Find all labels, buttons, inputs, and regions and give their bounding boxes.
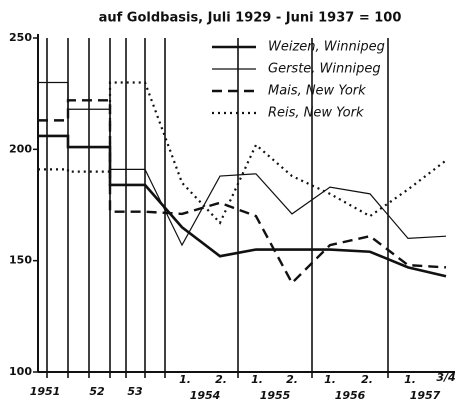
x-label: 1951 <box>30 385 61 398</box>
series-line <box>38 81 447 225</box>
x-label: 1957 <box>410 389 441 402</box>
series-line <box>38 81 447 247</box>
chart-subtitle: auf Goldbasis, Juli 1929 - Juni 1937 = 1… <box>99 11 402 26</box>
x-label: 1955 <box>260 389 291 402</box>
y-tick-label: 200 <box>9 142 32 155</box>
x-label: 1. <box>404 373 416 386</box>
x-label: 1. <box>251 373 263 386</box>
x-label: 53 <box>127 385 143 398</box>
x-label: 2. <box>361 373 373 386</box>
x-label: 3/4 <box>436 371 455 384</box>
y-tick-label: 100 <box>9 365 32 378</box>
x-label: 1956 <box>335 389 366 402</box>
legend-label: Gerste, Winnipeg <box>268 62 381 77</box>
legend-label: Reis, New York <box>268 106 364 121</box>
x-label: 1954 <box>190 389 221 402</box>
x-label: 2. <box>286 373 298 386</box>
y-tick-label: 250 <box>9 31 32 44</box>
y-tick-label: 150 <box>9 254 32 267</box>
x-label: 1. <box>324 373 336 386</box>
legend-label: Weizen, Winnipeg <box>268 40 385 55</box>
x-label: 2. <box>215 373 227 386</box>
x-label: 52 <box>89 385 105 398</box>
legend-label: Mais, New York <box>268 84 366 99</box>
series-line <box>38 99 447 285</box>
series-line <box>38 134 447 278</box>
x-label: 1. <box>179 373 191 386</box>
